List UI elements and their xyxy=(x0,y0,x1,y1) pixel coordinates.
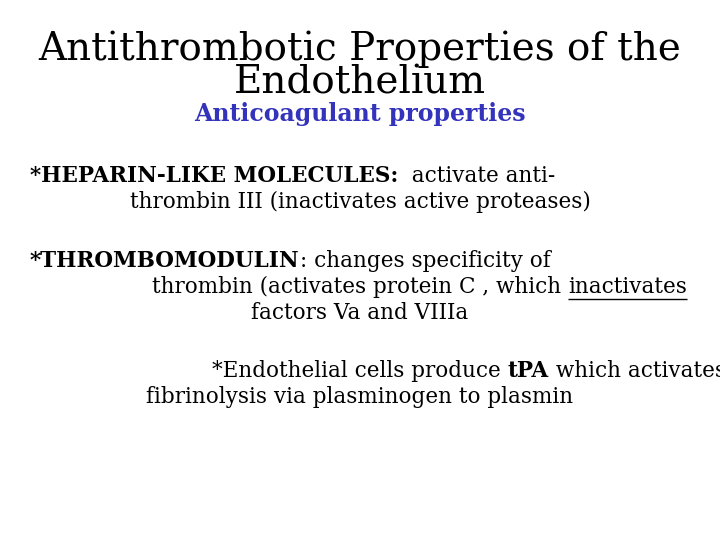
Text: *HEPARIN-LIKE MOLECULES:: *HEPARIN-LIKE MOLECULES: xyxy=(30,165,398,187)
Text: factors Va and VIIIa: factors Va and VIIIa xyxy=(251,302,469,324)
Text: thrombin III (inactivates active proteases): thrombin III (inactivates active proteas… xyxy=(130,191,590,213)
Text: Anticoagulant properties: Anticoagulant properties xyxy=(194,102,526,126)
Text: fibrinolysis via plasminogen to plasmin: fibrinolysis via plasminogen to plasmin xyxy=(146,386,574,408)
Text: thrombin (activates protein C , which: thrombin (activates protein C , which xyxy=(152,276,568,298)
Text: Antithrombotic Properties of the: Antithrombotic Properties of the xyxy=(39,30,681,68)
Text: tPA: tPA xyxy=(508,360,549,382)
Text: *Endothelial cells produce: *Endothelial cells produce xyxy=(212,360,508,382)
Text: *THROMBOMODULIN: *THROMBOMODULIN xyxy=(30,250,300,272)
Text: Endothelium: Endothelium xyxy=(234,65,486,102)
Text: activate anti-: activate anti- xyxy=(398,165,556,187)
Text: : changes specificity of: : changes specificity of xyxy=(300,250,550,272)
Text: which activates: which activates xyxy=(549,360,720,382)
Text: inactivates: inactivates xyxy=(568,276,687,298)
